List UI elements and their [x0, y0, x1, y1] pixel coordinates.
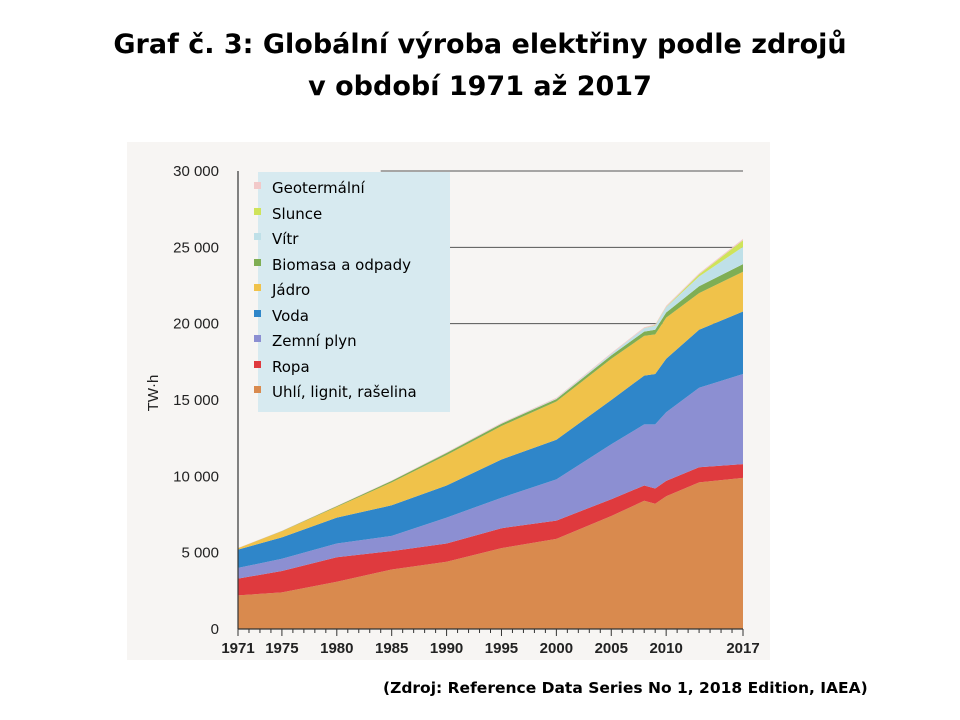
legend-swatch-wind	[254, 233, 261, 240]
y-tick-label: 20 000	[173, 316, 219, 333]
legend-label: Zemní plyn	[272, 332, 357, 350]
legend-swatch-nuclear	[254, 284, 261, 291]
y-axis-label: TW·h	[145, 375, 162, 412]
legend-item-oil: Ropa	[254, 355, 450, 381]
legend-label: Ropa	[272, 357, 310, 376]
y-tick-label: 0	[211, 621, 219, 638]
legend-label: Geotermální	[272, 179, 365, 197]
area-coal	[238, 477, 743, 629]
legend-swatch-biomass	[254, 258, 261, 266]
x-tick-label: 1990	[430, 640, 463, 657]
legend-item-wind: Vítr	[254, 227, 450, 253]
legend-item-hydro: Voda	[254, 304, 450, 330]
x-tick-labels: 1971 1975 1980 1985 1990 1995 2000 2005 2010 2017	[221, 640, 759, 657]
chart-legend: Geotermální Slunce Vítr Biomasa a odpady…	[254, 172, 450, 412]
legend-swatch-solar	[254, 207, 261, 215]
x-tick-label: 1975	[265, 640, 298, 657]
axes	[237, 171, 744, 636]
legend-item-nuclear: Jádro	[254, 278, 450, 304]
legend-item-solar: Slunce	[254, 202, 450, 228]
area-nuclear	[238, 271, 743, 550]
legend-item-coal: Uhlí, lignit, rašelina	[254, 380, 450, 406]
stacked-area-chart: 0 5 000 10 000 15 000 20 000 25 000 30 000 197…	[145, 163, 760, 657]
legend-item-gas: Zemní plyn	[254, 329, 450, 355]
legend-item-biomass: Biomasa a odpady	[254, 253, 450, 279]
x-tick-label: 1971	[221, 640, 254, 657]
y-tick-label: 25 000	[173, 239, 219, 256]
x-tick-label: 2000	[540, 640, 573, 657]
area-biomass	[238, 264, 743, 549]
y-tick-labels: 0 5 000 10 000 15 000 20 000 25 000 30 000	[173, 163, 219, 638]
legend-label: Uhlí, lignit, rašelina	[272, 383, 417, 401]
legend-label: Biomasa a odpady	[272, 255, 411, 274]
legend-swatch-gas	[254, 335, 261, 342]
x-tick-label: 1980	[320, 640, 353, 657]
x-tick-label: 2010	[649, 640, 682, 657]
slide-title: Graf č. 3: Globální výroba elektřiny pod…	[0, 24, 960, 108]
legend-label: Jádro	[272, 281, 311, 299]
legend-label: Voda	[272, 306, 309, 325]
x-tick-label: 1995	[485, 640, 518, 657]
y-tick-label: 30 000	[173, 163, 219, 180]
area-oil	[238, 464, 743, 596]
title-line-2: v období 1971 až 2017	[308, 71, 652, 102]
area-gas	[238, 374, 743, 579]
legend-item-geothermal: Geotermální	[254, 176, 450, 202]
x-tick-label: 1985	[375, 640, 408, 657]
legend-swatch-coal	[254, 386, 261, 393]
area-series	[238, 238, 743, 629]
area-hydro	[238, 311, 743, 568]
source-note: (Zdroj: Reference Data Series No 1, 2018…	[383, 679, 868, 697]
legend-swatch-oil	[254, 360, 261, 368]
legend-swatch-geothermal	[254, 182, 261, 189]
y-tick-label: 10 000	[173, 468, 219, 485]
y-tick-label: 5 000	[181, 545, 219, 562]
x-tick-label: 2005	[595, 640, 628, 657]
title-line-1: Graf č. 3: Globální výroba elektřiny pod…	[113, 29, 847, 60]
legend-label: Slunce	[272, 204, 323, 223]
y-tick-label: 15 000	[173, 392, 219, 409]
legend-swatch-hydro	[254, 309, 261, 317]
legend-label: Vítr	[272, 230, 299, 248]
x-tick-label: 2017	[726, 640, 759, 657]
